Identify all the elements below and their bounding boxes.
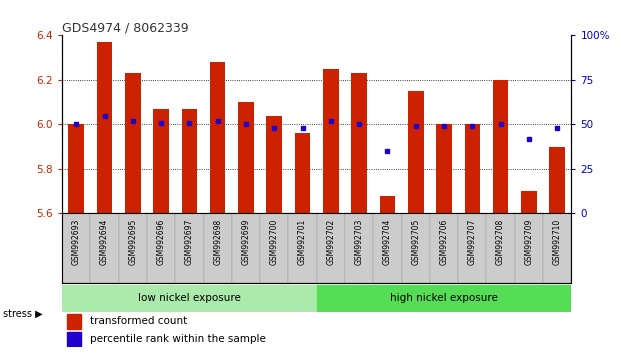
Bar <box>408 91 424 213</box>
Bar <box>147 213 175 283</box>
Bar <box>345 213 373 283</box>
Text: GSM992698: GSM992698 <box>213 219 222 265</box>
Text: percentile rank within the sample: percentile rank within the sample <box>90 334 266 344</box>
Bar <box>97 42 112 213</box>
Text: transformed count: transformed count <box>90 316 188 326</box>
Bar <box>543 213 571 283</box>
Bar <box>521 191 537 213</box>
Text: GDS4974 / 8062339: GDS4974 / 8062339 <box>62 21 189 34</box>
Text: GSM992701: GSM992701 <box>298 219 307 265</box>
Bar <box>68 124 84 213</box>
Bar <box>550 147 565 213</box>
Bar <box>458 213 486 283</box>
Text: GSM992702: GSM992702 <box>327 219 335 265</box>
Bar <box>430 213 458 283</box>
Bar <box>232 213 260 283</box>
Bar <box>373 213 402 283</box>
Bar <box>125 73 140 213</box>
Bar <box>436 124 452 213</box>
Text: GSM992706: GSM992706 <box>440 219 448 266</box>
Bar <box>317 213 345 283</box>
Text: GSM992703: GSM992703 <box>355 219 364 266</box>
Text: GSM992709: GSM992709 <box>524 219 533 266</box>
Text: GSM992695: GSM992695 <box>129 219 137 266</box>
Bar <box>210 62 225 213</box>
Bar <box>91 213 119 283</box>
Text: low nickel exposure: low nickel exposure <box>138 293 241 303</box>
Bar <box>238 102 254 213</box>
Bar <box>351 73 367 213</box>
Bar <box>379 196 395 213</box>
Text: GSM992710: GSM992710 <box>553 219 561 265</box>
Bar <box>175 213 204 283</box>
Bar <box>260 213 288 283</box>
Text: stress ▶: stress ▶ <box>3 308 43 318</box>
Text: GSM992699: GSM992699 <box>242 219 250 266</box>
Bar <box>515 213 543 283</box>
Bar <box>67 332 81 346</box>
FancyBboxPatch shape <box>62 285 317 310</box>
Bar <box>62 213 91 283</box>
Bar <box>67 314 81 329</box>
Text: GSM992696: GSM992696 <box>156 219 166 266</box>
Text: GSM992694: GSM992694 <box>100 219 109 266</box>
Text: high nickel exposure: high nickel exposure <box>390 293 498 303</box>
Bar <box>402 213 430 283</box>
Bar <box>181 109 197 213</box>
Bar <box>266 115 282 213</box>
Bar <box>153 109 169 213</box>
Bar <box>323 69 338 213</box>
Text: GSM992693: GSM992693 <box>72 219 81 266</box>
FancyBboxPatch shape <box>317 285 571 310</box>
Text: GSM992697: GSM992697 <box>185 219 194 266</box>
Text: GSM992707: GSM992707 <box>468 219 477 266</box>
Text: GSM992708: GSM992708 <box>496 219 505 265</box>
Text: GSM992700: GSM992700 <box>270 219 279 266</box>
Bar <box>119 213 147 283</box>
Bar <box>486 213 515 283</box>
Bar <box>204 213 232 283</box>
Text: GSM992705: GSM992705 <box>411 219 420 266</box>
Text: GSM992704: GSM992704 <box>383 219 392 266</box>
Bar <box>295 133 310 213</box>
Bar <box>288 213 317 283</box>
Bar <box>493 80 509 213</box>
Bar <box>465 124 480 213</box>
